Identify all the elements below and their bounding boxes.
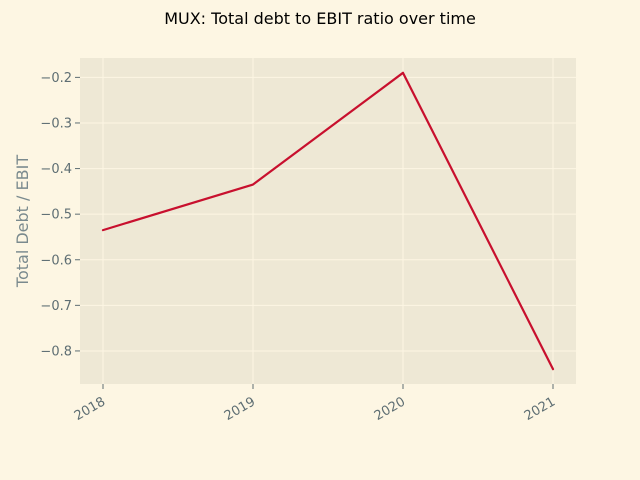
y-tick-label: −0.5 xyxy=(40,208,72,223)
y-tick-label: −0.4 xyxy=(40,162,72,177)
y-tick-label: −0.8 xyxy=(40,344,72,359)
x-tick-label: 2021 xyxy=(522,394,558,424)
x-tick-label: 2020 xyxy=(372,394,408,424)
chart-title: MUX: Total debt to EBIT ratio over time xyxy=(164,9,476,28)
plot-area xyxy=(80,58,576,384)
grid xyxy=(80,58,576,384)
y-tick-label: −0.2 xyxy=(40,71,72,86)
x-tick-label: 2019 xyxy=(222,394,258,424)
y-axis-label: Total Debt / EBIT xyxy=(13,155,32,288)
y-tick-label: −0.3 xyxy=(40,116,72,131)
series-layer xyxy=(101,71,555,371)
y-tick-label: −0.6 xyxy=(40,253,72,268)
x-tick-label: 2018 xyxy=(72,394,108,424)
series-line xyxy=(101,71,555,371)
y-tick-label: −0.7 xyxy=(40,299,72,314)
